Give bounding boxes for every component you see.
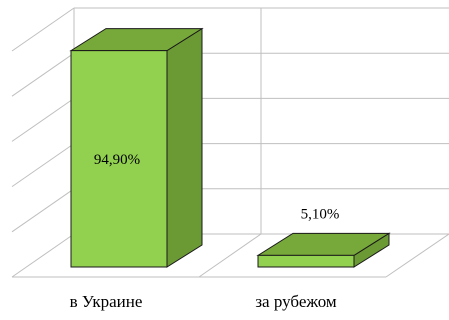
chart-bars bbox=[69, 27, 391, 268]
bar-side-ukraine bbox=[166, 27, 203, 268]
category-label-abroad: за рубежом bbox=[255, 292, 337, 311]
gridline-side-3 bbox=[11, 97, 75, 142]
gridline-side-1 bbox=[11, 188, 75, 233]
floor-divider bbox=[198, 233, 262, 278]
chart-labels: 94,90% в Украине 5,10% за рубежом bbox=[70, 152, 340, 311]
data-label-abroad: 5,10% bbox=[301, 206, 340, 222]
gridline-side-4 bbox=[11, 52, 75, 97]
gridline-side-2 bbox=[11, 143, 75, 188]
floor-right-edge bbox=[385, 233, 449, 278]
bar-ukraine bbox=[70, 50, 168, 268]
category-label-ukraine: в Украине bbox=[70, 292, 143, 311]
gridline-side-5 bbox=[11, 7, 75, 52]
bar-abroad bbox=[257, 254, 355, 268]
data-label-ukraine: 94,90% bbox=[94, 152, 140, 168]
gridline-side-0 bbox=[11, 233, 75, 278]
